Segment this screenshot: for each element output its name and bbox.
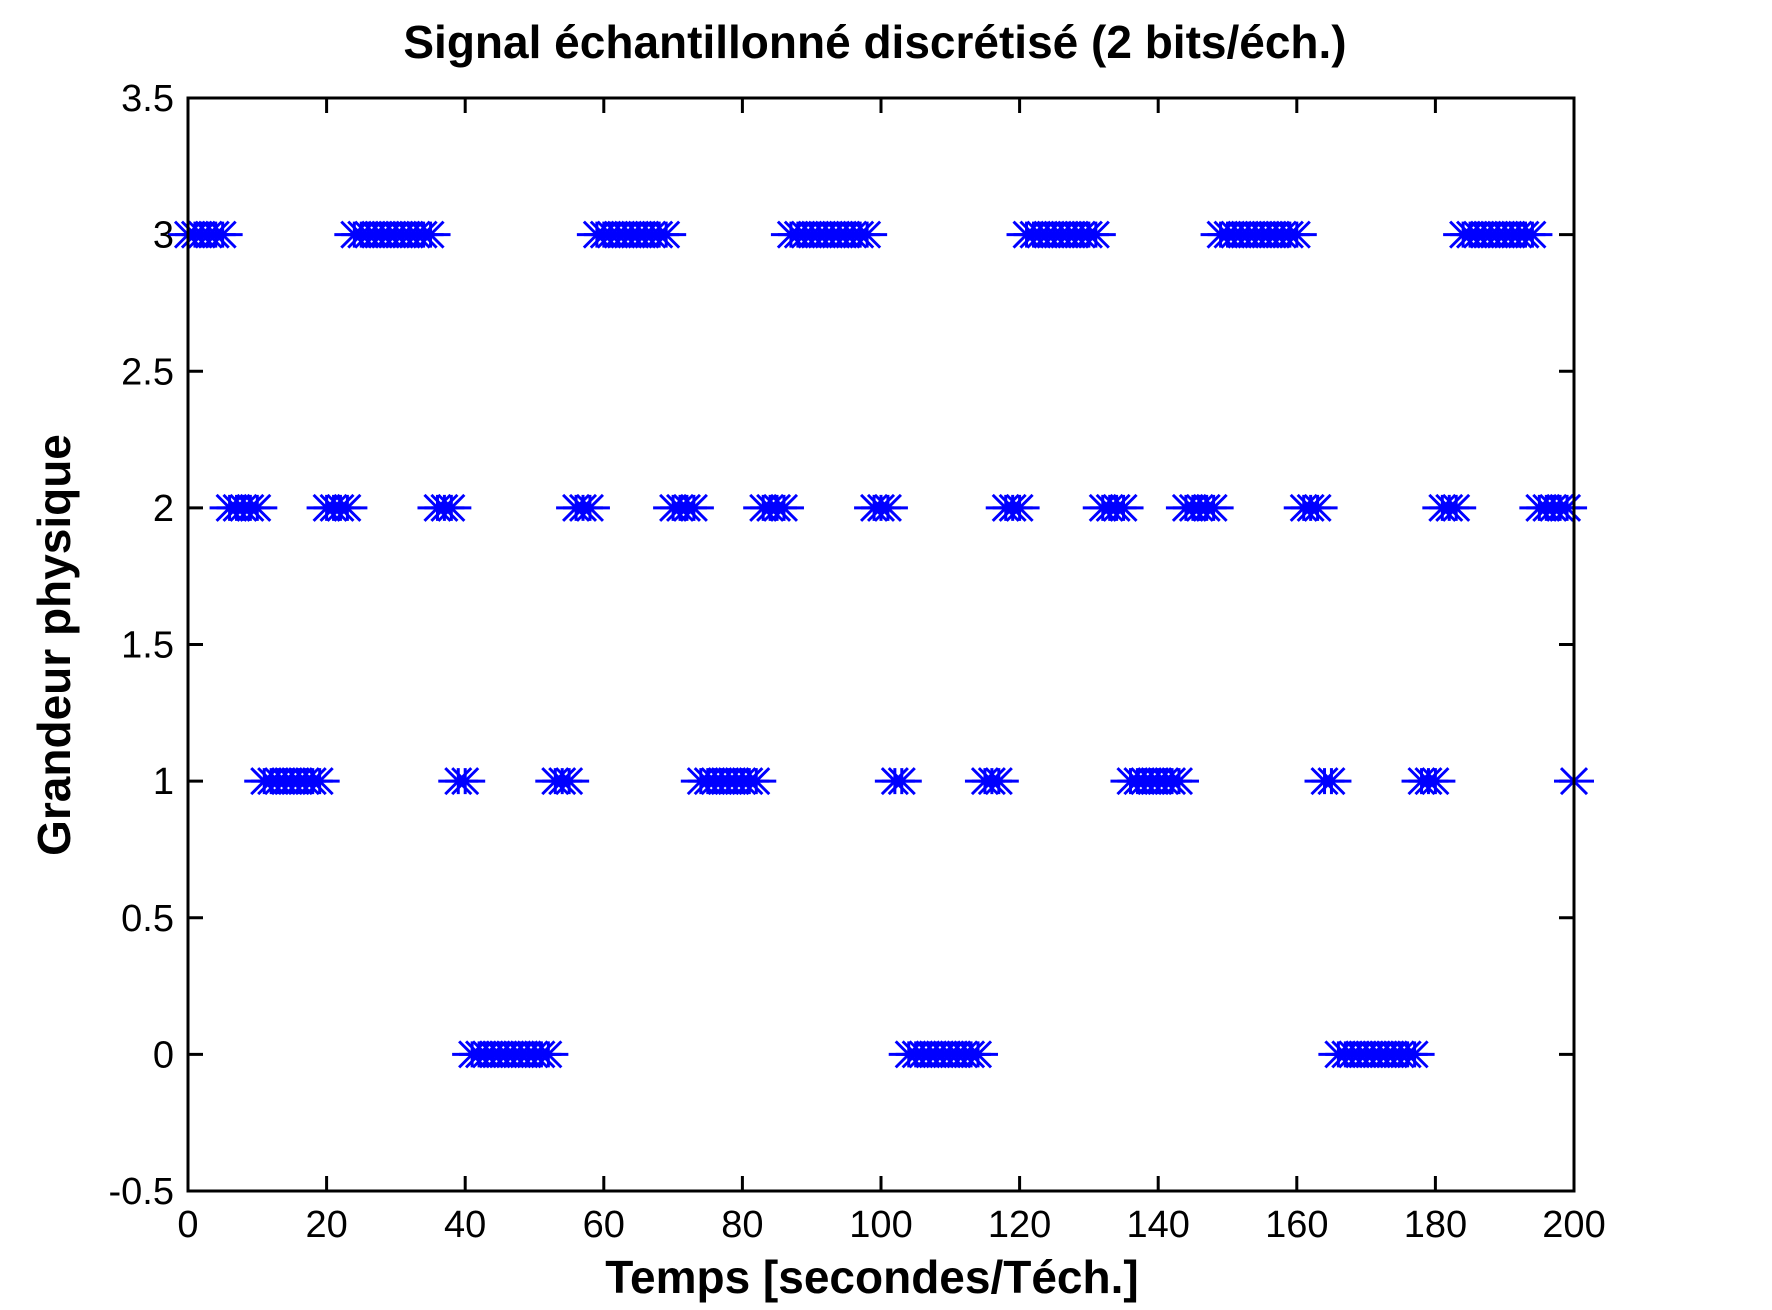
data-point (958, 1040, 999, 1069)
x-tick-label: 100 (849, 1204, 912, 1246)
y-tick-label: 1.5 (121, 625, 174, 667)
x-tick-label: 0 (177, 1204, 198, 1246)
x-tick-label: 140 (1126, 1204, 1189, 1246)
data-point (528, 1040, 569, 1069)
y-axis-label: Grandeur physique (28, 434, 80, 856)
x-tick-label: 80 (721, 1204, 763, 1246)
data-point (1547, 493, 1588, 522)
x-tick-label: 20 (305, 1204, 347, 1246)
y-tick-label: 2.5 (121, 351, 174, 393)
data-point (1297, 493, 1338, 522)
data-point (569, 493, 610, 522)
x-tick-label: 120 (988, 1204, 1051, 1246)
x-tick-label: 60 (583, 1204, 625, 1246)
data-point (299, 767, 340, 796)
data-point (1075, 220, 1116, 249)
data-point (327, 493, 368, 522)
data-point (763, 493, 804, 522)
chart-title: Signal échantillonné discrétisé (2 bits/… (403, 16, 1346, 68)
data-point (847, 220, 888, 249)
y-tick-label: 3.5 (121, 78, 174, 120)
y-tick-label: 3 (153, 215, 174, 257)
data-point (736, 767, 777, 796)
data-point (999, 493, 1040, 522)
data-point (1436, 493, 1477, 522)
x-tick-label: 160 (1265, 1204, 1328, 1246)
data-point (1512, 220, 1553, 249)
y-tick-label: 0.5 (121, 898, 174, 940)
data-point (867, 493, 908, 522)
data-point (1276, 220, 1317, 249)
data-points (168, 220, 1594, 1069)
data-point (202, 220, 243, 249)
data-point (431, 493, 472, 522)
y-tick-label: 1 (153, 761, 174, 803)
x-tick-label: 200 (1542, 1204, 1605, 1246)
data-point (1193, 493, 1234, 522)
tick-labels: 0 20 40 60 80 100 120 140 160 180 200-0.500.511.52… (109, 78, 1606, 1246)
y-tick-label: 2 (153, 488, 174, 530)
data-point (673, 493, 714, 522)
data-point (237, 493, 278, 522)
data-point (1103, 493, 1144, 522)
y-tick-label: 0 (153, 1034, 174, 1076)
data-point (646, 220, 687, 249)
data-point (1394, 1040, 1435, 1069)
data-point (978, 767, 1019, 796)
data-point (881, 767, 922, 796)
data-point (410, 220, 451, 249)
data-point (445, 767, 486, 796)
plot-frame (186, 96, 1576, 1193)
data-point (1311, 767, 1352, 796)
data-point (1415, 767, 1456, 796)
x-tick-label: 180 (1404, 1204, 1467, 1246)
x-tick-label: 40 (444, 1204, 486, 1246)
y-tick-label: -0.5 (109, 1171, 174, 1213)
x-axis-label: Temps [secondes/Téch.] (605, 1251, 1138, 1303)
data-point (549, 767, 590, 796)
axis-ticks (186, 96, 1576, 1193)
data-point (1158, 767, 1199, 796)
